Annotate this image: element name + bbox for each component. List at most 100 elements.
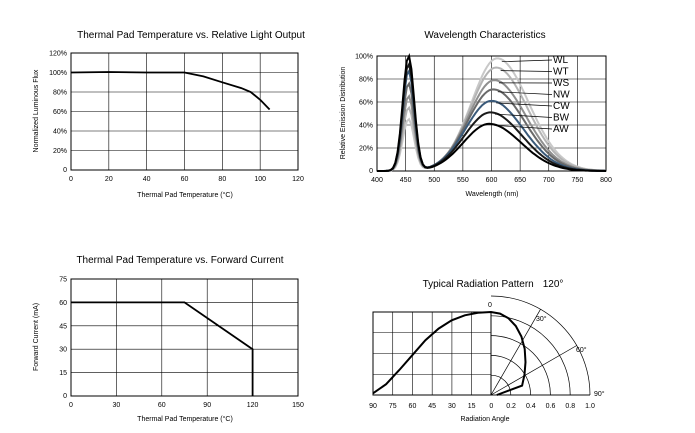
legend-entry-nw: NW [553, 90, 570, 101]
x-axis-label: Radiation Angle [460, 416, 509, 423]
x-tick-label: 150 [292, 402, 304, 409]
y-tick-label: 100% [355, 54, 373, 61]
chart-wavelength: Wavelength Characteristics 400 450 500 550 6… [340, 30, 612, 198]
plot-frame [70, 278, 299, 397]
x-tick-label: 650 [514, 177, 526, 184]
series-line-aw [377, 53, 607, 172]
legend-leader [494, 113, 553, 118]
y-tick-label: 80% [53, 90, 67, 97]
chart-title: Typical Radiation Pattern 120° [423, 279, 564, 290]
legend-leader [500, 70, 553, 72]
legend-entry-bw: BW [553, 113, 570, 124]
y-tick-label: 0 [63, 167, 67, 174]
x-tick-label: 40 [143, 176, 151, 183]
y-tick-label: 120% [49, 51, 67, 58]
y-tick-label: 60% [359, 100, 373, 107]
series-line [70, 71, 271, 111]
y-tick-label: 75 [59, 277, 67, 284]
x-tick-label: 45 [428, 403, 436, 410]
y-tick-label: 45 [59, 323, 67, 330]
x-tick-label: 30 [113, 402, 121, 409]
x-tick-label: 800 [600, 177, 612, 184]
polar-arc [490, 355, 531, 396]
x-axis-label: Thermal Pad Temperature (°C) [137, 191, 233, 199]
y-axis-label: Relative Emission Distribution [340, 67, 347, 160]
legend-leader [493, 124, 553, 130]
x-tick-label: 120 [292, 176, 304, 183]
x-tick-label: 0.4 [526, 403, 536, 410]
x-tick-label: 75 [389, 403, 397, 410]
angle-label: 30° [536, 315, 547, 323]
chart-title: Thermal Pad Temperature vs. Relative Lig… [77, 30, 305, 41]
x-tick-label: 750 [572, 177, 584, 184]
y-tick-label: 0 [369, 168, 373, 175]
plot-frame [70, 52, 299, 171]
angle-label: 60° [576, 346, 587, 354]
x-tick-label: 60 [181, 176, 189, 183]
chart-title: Wavelength Characteristics [424, 30, 545, 41]
y-axis-label: Normalized Luminous Flux [33, 69, 40, 152]
legend-entry-wt: WT [553, 67, 569, 78]
x-tick-label: 60 [409, 403, 417, 410]
polar-radial [490, 345, 577, 396]
legend-leader [496, 102, 553, 107]
x-tick-label: 1.0 [585, 403, 595, 410]
x-tick-label: 550 [457, 177, 469, 184]
x-tick-label: 100 [254, 176, 266, 183]
x-tick-label: 0 [69, 402, 73, 409]
y-axis-label: Forward Current (mA) [33, 303, 40, 371]
x-tick-label: 80 [218, 176, 226, 183]
angle-label: 90° [594, 390, 605, 398]
legend-leader [497, 91, 553, 95]
y-tick-label: 100% [49, 70, 67, 77]
chart-light-output: Thermal Pad Temperature vs. Relative Lig… [33, 30, 305, 199]
title-angle: 120° [543, 279, 564, 290]
x-tick-label: 0.6 [546, 403, 556, 410]
x-tick-label: 700 [543, 177, 555, 184]
x-tick-label: 20 [105, 176, 113, 183]
x-tick-label: 0 [69, 176, 73, 183]
legend-entry-ws: WS [553, 78, 569, 89]
angle-label: 0 [488, 302, 492, 309]
chart-forward-current: Thermal Pad Temperature vs. Forward Curr… [33, 255, 304, 423]
legend-entry-wl: WL [553, 55, 568, 66]
chart-title: Thermal Pad Temperature vs. Forward Curr… [76, 255, 283, 266]
polar-arc [490, 315, 571, 396]
x-tick-label: 400 [371, 177, 383, 184]
x-tick-label: 600 [486, 177, 498, 184]
polar-arc [490, 295, 591, 396]
title-text: Typical Radiation Pattern [423, 279, 534, 290]
y-tick-label: 80% [359, 77, 373, 84]
x-tick-label: 30 [448, 403, 456, 410]
x-axis-label: Wavelength (nm) [465, 191, 518, 198]
radiation-curve [372, 310, 527, 396]
y-tick-label: 40% [359, 123, 373, 130]
x-tick-label: 0 [489, 403, 493, 410]
y-tick-label: 0 [63, 393, 67, 400]
y-tick-label: 40% [53, 129, 67, 136]
x-tick-label: 0.2 [506, 403, 516, 410]
y-tick-label: 30 [59, 347, 67, 354]
x-tick-label: 500 [428, 177, 440, 184]
y-tick-label: 60% [53, 109, 67, 116]
legend-leader [501, 59, 553, 63]
x-tick-label: 0.8 [565, 403, 575, 410]
y-tick-label: 15 [59, 370, 67, 377]
series-line [71, 301, 254, 396]
chart-radiation-pattern: Typical Radiation Pattern 120° 90 75 60 45 30… [369, 279, 605, 423]
y-tick-label: 20% [53, 148, 67, 155]
legend-entry-cw: CW [553, 101, 570, 112]
x-tick-label: 450 [400, 177, 412, 184]
x-tick-label: 90 [203, 402, 211, 409]
polar-arc [490, 374, 512, 396]
y-tick-label: 20% [359, 146, 373, 153]
polar-radial [490, 309, 541, 396]
x-tick-label: 15 [468, 403, 476, 410]
x-tick-label: 60 [158, 402, 166, 409]
plot-frame [376, 55, 607, 172]
legend-entry-aw: AW [553, 124, 569, 135]
y-tick-label: 60 [59, 300, 67, 307]
polar-arc [490, 335, 551, 396]
x-tick-label: 120 [247, 402, 259, 409]
